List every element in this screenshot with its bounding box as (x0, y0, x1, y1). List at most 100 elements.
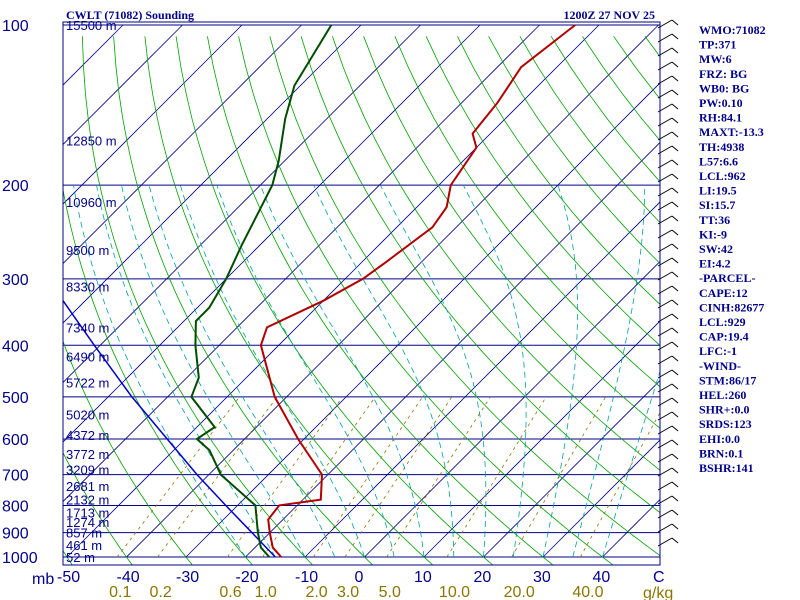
wind-barb (671, 201, 679, 208)
temperature-tick-label: -50 (57, 569, 80, 586)
wind-barb (671, 117, 679, 124)
isotherm-line (304, 201, 660, 558)
height-label: 8330 m (66, 279, 109, 294)
stat-line: WB0: BG (699, 81, 749, 95)
pressure-tick-label: 1000 (2, 550, 38, 567)
wind-barb (671, 327, 679, 334)
pressure-tick-label: 800 (2, 498, 29, 515)
isotherm-line (63, 24, 481, 443)
mixing-ratio-tick-label: 10.0 (439, 584, 470, 600)
stat-line: -WIND- (699, 359, 741, 373)
wind-barb (671, 439, 679, 446)
mixing-ratio-line (446, 396, 547, 558)
moist-adiabat (121, 185, 306, 558)
wind-barb (671, 369, 679, 376)
wind-barb (671, 257, 679, 264)
moist-adiabat (148, 184, 336, 558)
height-label: 10960 m (66, 195, 117, 210)
mixing-ratio-line (116, 396, 240, 558)
moist-adiabat (542, 184, 579, 558)
moist-adiabat-lines (73, 184, 660, 558)
dewpoint-trace (190, 24, 333, 558)
mixing-ratio-tick-label: 5.0 (379, 584, 401, 600)
profile-traces (63, 24, 576, 558)
height-label: 2132 m (66, 493, 109, 508)
wind-barb (671, 523, 679, 530)
height-label: 52 m (66, 550, 95, 565)
stat-line: CAP:19.4 (699, 330, 749, 344)
isotherm-line (483, 379, 660, 558)
dry-adiabat (63, 340, 193, 565)
height-label: 9500 m (66, 243, 109, 258)
stat-line: RH:84.1 (699, 111, 742, 125)
temperature-tick-label: 30 (533, 569, 551, 586)
isotherm-line (63, 24, 243, 205)
temperature-tick-label: -20 (236, 569, 259, 586)
moist-adiabat (313, 184, 455, 558)
stat-line: EI:4.2 (699, 257, 731, 271)
stat-line: MAXT:-13.3 (699, 125, 764, 139)
wind-barb (671, 411, 679, 418)
stat-line: EHI:0.0 (699, 432, 740, 446)
mixing-ratio-line (227, 396, 343, 558)
height-label: 5020 m (66, 408, 109, 423)
stat-line: BSHR:141 (699, 461, 754, 475)
isotherm-lines (63, 24, 660, 558)
mixing-ratio-line (262, 396, 376, 558)
height-label: 3772 m (66, 447, 109, 462)
wind-barb (671, 271, 679, 278)
stat-line: SW:42 (699, 242, 733, 256)
moist-adiabat (73, 185, 246, 558)
wind-barb (671, 453, 679, 460)
height-label: 2681 m (66, 479, 109, 494)
dry-adiabat (363, 36, 660, 429)
mixing-ratio-tick-label: 0.6 (219, 584, 241, 600)
pressure-tick-label: 900 (2, 526, 29, 543)
dry-adiabat (113, 36, 374, 565)
isotherm-line (63, 24, 421, 384)
stat-line: TH:4938 (699, 140, 744, 154)
isotherm-line (185, 82, 660, 558)
stat-line: LCL:962 (699, 169, 746, 183)
wind-barb (671, 103, 679, 110)
station-title: CWLT (71082) Sounding (66, 8, 194, 22)
mixing-ratio-line (157, 396, 278, 558)
wind-barb (671, 313, 679, 320)
stat-line: CAPE:12 (699, 286, 748, 300)
wind-barb (671, 467, 679, 474)
temperature-tick-label: 20 (474, 569, 492, 586)
stat-line: L57:6.6 (699, 154, 738, 168)
axis-labels: 0.1 0.2 0.6 1.0 2.0 3.0 5.0 10.0 20.0 40.01000900… (2, 18, 665, 600)
stat-line: -PARCEL- (699, 271, 755, 285)
dry-adiabat (207, 36, 554, 565)
moist-adiabat (602, 370, 660, 558)
plot-frame (62, 21, 661, 566)
wind-barb (671, 383, 679, 390)
wind-barb (671, 425, 679, 432)
wind-barb (671, 145, 679, 152)
stat-line: PW:0.10 (699, 96, 743, 110)
dry-adiabat (488, 36, 660, 264)
wind-barb (671, 285, 679, 292)
height-label: 3209 m (66, 463, 109, 478)
wind-barb (671, 299, 679, 306)
moist-adiabat (379, 184, 487, 558)
moist-adiabat (216, 184, 395, 558)
dry-adiabat (82, 36, 314, 565)
moist-adiabat (96, 185, 276, 558)
temperature-tick-label: 10 (414, 569, 432, 586)
stat-line: SI:15.7 (699, 198, 735, 212)
height-label: 5722 m (66, 376, 109, 391)
dry-adiabat (457, 36, 660, 305)
stat-line: CINH:82677 (699, 300, 764, 314)
wind-barb (671, 341, 679, 348)
height-label: 15500 m (66, 18, 117, 33)
stat-line: FRZ: BG (699, 67, 747, 81)
height-label: 12850 m (66, 134, 117, 149)
stat-line: SRDS:123 (699, 417, 752, 431)
wind-barb (671, 397, 679, 404)
wind-barb (671, 159, 679, 166)
temperature-tick-label: C (653, 569, 665, 586)
wind-barb (671, 243, 679, 250)
